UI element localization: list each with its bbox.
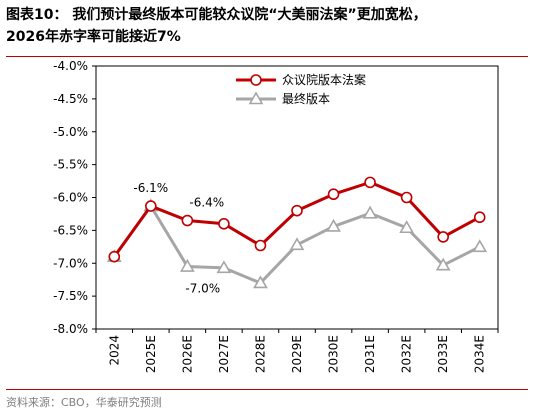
legend-swatch-marker <box>250 74 262 86</box>
data-point <box>216 260 232 274</box>
data-point <box>179 258 195 272</box>
data-label: -6.4% <box>189 196 224 210</box>
data-point <box>399 220 415 234</box>
x-tick-label: 2026E <box>180 335 194 373</box>
y-tick-label: -7.5% <box>53 289 88 303</box>
x-tick-label: 2024 <box>107 335 121 366</box>
title-rule <box>6 56 528 57</box>
data-point <box>289 237 305 251</box>
data-point <box>108 250 121 263</box>
data-point <box>291 204 303 217</box>
data-point <box>364 176 376 189</box>
data-point <box>327 188 340 201</box>
legend-swatch-marker <box>248 91 264 105</box>
data-point <box>145 200 157 212</box>
y-tick-label: -7.0% <box>53 256 88 270</box>
data-point <box>473 211 486 224</box>
legend-label: 最终版本 <box>282 91 330 106</box>
x-tick-label: 2031E <box>363 335 377 373</box>
x-tick-label: 2030E <box>327 335 341 373</box>
y-tick-label: -8.0% <box>53 322 88 336</box>
figure-title: 图表10： 我们预计最终版本可能较众议院“大美丽法案”更加宽松， 2026年赤字… <box>6 4 530 48</box>
source-rule <box>6 389 528 390</box>
legend-label: 众议院版本法案 <box>282 72 366 87</box>
x-tick-label: 2029E <box>290 335 304 373</box>
x-tick-label: 2032E <box>400 335 414 373</box>
x-tick-label: 2027E <box>217 335 231 373</box>
figure-title-line-2: 2026年赤字率可能接近7% <box>6 29 181 45</box>
source-note: 资料来源：CBO，华泰研究预测 <box>6 396 162 409</box>
data-label: -7.0% <box>185 282 220 296</box>
y-tick-label: -6.5% <box>53 223 88 237</box>
x-tick-label: 2033E <box>436 335 450 373</box>
y-tick-label: -6.0% <box>53 191 88 205</box>
x-tick-label: 2034E <box>473 335 487 373</box>
y-tick-label: -5.5% <box>53 158 88 172</box>
data-point <box>181 214 194 227</box>
data-point <box>326 218 341 232</box>
figure-title-line-1: 图表10： 我们预计最终版本可能较众议院“大美丽法案”更加宽松， <box>6 7 427 23</box>
data-point <box>472 239 488 253</box>
data-point <box>254 239 267 252</box>
data-point <box>253 275 268 289</box>
y-tick-label: -4.0% <box>53 59 88 73</box>
data-point <box>218 218 230 230</box>
x-tick-label: 2025E <box>144 335 158 373</box>
data-label: -6.1% <box>133 181 168 195</box>
y-tick-label: -4.5% <box>53 92 88 106</box>
data-point <box>400 191 413 204</box>
x-tick-label: 2028E <box>253 335 267 373</box>
data-point <box>437 231 449 243</box>
data-point <box>362 205 378 219</box>
y-tick-label: -5.0% <box>53 125 88 139</box>
data-point <box>435 257 451 271</box>
